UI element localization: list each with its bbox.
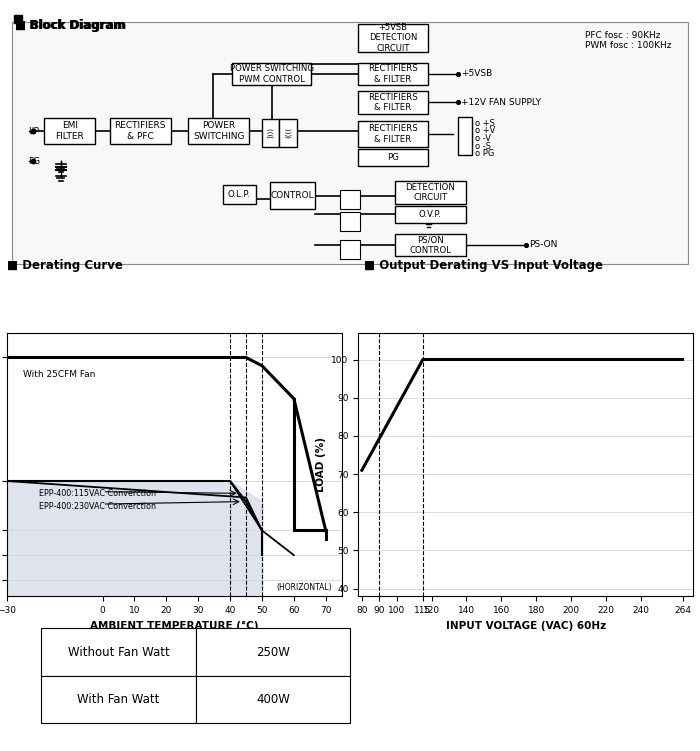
Text: (HORIZONTAL): (HORIZONTAL) — [276, 584, 332, 593]
Text: POWER
SWITCHING: POWER SWITCHING — [193, 121, 244, 140]
Text: EMI
FILTER: EMI FILTER — [55, 121, 84, 140]
Text: RECTIFIERS
& FILTER: RECTIFIERS & FILTER — [368, 93, 418, 112]
Text: With 25CFM Fan: With 25CFM Fan — [23, 369, 95, 379]
Bar — [340, 240, 360, 259]
Bar — [358, 149, 428, 166]
Bar — [395, 234, 466, 256]
Text: ■ Block Diagram: ■ Block Diagram — [15, 19, 126, 32]
Text: PS-ON: PS-ON — [529, 240, 558, 249]
Text: Without Fan Watt: Without Fan Watt — [68, 646, 169, 659]
Text: o +S: o +S — [475, 119, 496, 128]
FancyBboxPatch shape — [196, 676, 350, 723]
Bar — [395, 206, 466, 223]
Text: ■ Derating Curve: ■ Derating Curve — [7, 259, 123, 272]
Bar — [270, 182, 315, 209]
Text: O.L.P.: O.L.P. — [228, 190, 251, 199]
Text: PS/ON
CONTROL: PS/ON CONTROL — [410, 235, 452, 255]
Bar — [232, 62, 311, 86]
Bar — [358, 62, 428, 86]
FancyBboxPatch shape — [196, 629, 350, 676]
Text: o -V: o -V — [475, 134, 491, 143]
X-axis label: INPUT VOLTAGE (VAC) 60Hz: INPUT VOLTAGE (VAC) 60Hz — [446, 620, 606, 631]
Text: With Fan Watt: With Fan Watt — [77, 693, 160, 706]
Text: +12V FAN SUPPLY: +12V FAN SUPPLY — [461, 98, 540, 107]
Text: o +V: o +V — [475, 126, 496, 135]
Bar — [340, 212, 360, 231]
Text: DETECTION
CIRCUIT: DETECTION CIRCUIT — [405, 183, 455, 202]
Bar — [14, 15, 22, 23]
Bar — [358, 91, 428, 114]
Text: I/P: I/P — [29, 126, 40, 135]
Text: o -S: o -S — [475, 142, 491, 151]
Text: RECTIFIERS
& PFC: RECTIFIERS & PFC — [115, 121, 166, 140]
Text: EPP-400:230VAC Converction: EPP-400:230VAC Converction — [39, 502, 156, 511]
Bar — [44, 118, 95, 144]
Text: ((((: (((( — [285, 128, 291, 138]
Bar — [340, 190, 360, 209]
Bar — [110, 118, 171, 144]
Text: )))): )))) — [267, 128, 274, 138]
Bar — [12, 22, 688, 264]
FancyBboxPatch shape — [41, 676, 196, 723]
Text: +5VSB
DETECTION
CIRCUIT: +5VSB DETECTION CIRCUIT — [369, 23, 417, 53]
Bar — [223, 185, 256, 204]
Text: +5VSB: +5VSB — [461, 70, 492, 79]
Text: 250W: 250W — [256, 646, 290, 659]
Text: PFC fosc : 90KHz: PFC fosc : 90KHz — [585, 32, 661, 41]
Text: O.V.P.: O.V.P. — [419, 210, 442, 219]
Text: PWM fosc : 100KHz: PWM fosc : 100KHz — [585, 41, 672, 50]
Text: RECTIFIERS
& FILTER: RECTIFIERS & FILTER — [368, 65, 418, 83]
Bar — [358, 120, 428, 147]
FancyBboxPatch shape — [41, 629, 196, 676]
Bar — [358, 23, 428, 52]
Bar — [188, 118, 249, 144]
Text: Block Diagram: Block Diagram — [25, 19, 125, 32]
Bar — [262, 119, 279, 147]
Text: RECTIFIERS
& FILTER: RECTIFIERS & FILTER — [368, 124, 418, 143]
Text: ■ Output Derating VS Input Voltage: ■ Output Derating VS Input Voltage — [364, 259, 603, 272]
Text: FG: FG — [29, 157, 41, 166]
Text: EPP-400:115VAC Converction: EPP-400:115VAC Converction — [39, 489, 156, 498]
Bar — [458, 116, 472, 155]
Text: CONTROL: CONTROL — [270, 191, 314, 200]
Text: POWER SWITCHING
PWM CONTROL: POWER SWITCHING PWM CONTROL — [230, 65, 314, 83]
Text: PG: PG — [387, 153, 399, 162]
X-axis label: AMBIENT TEMPERATURE (°C): AMBIENT TEMPERATURE (°C) — [90, 620, 258, 631]
Text: 400W: 400W — [256, 693, 290, 706]
Bar — [395, 181, 466, 204]
Text: o PG: o PG — [475, 149, 495, 158]
Bar — [279, 119, 297, 147]
Y-axis label: LOAD (%): LOAD (%) — [316, 437, 326, 492]
